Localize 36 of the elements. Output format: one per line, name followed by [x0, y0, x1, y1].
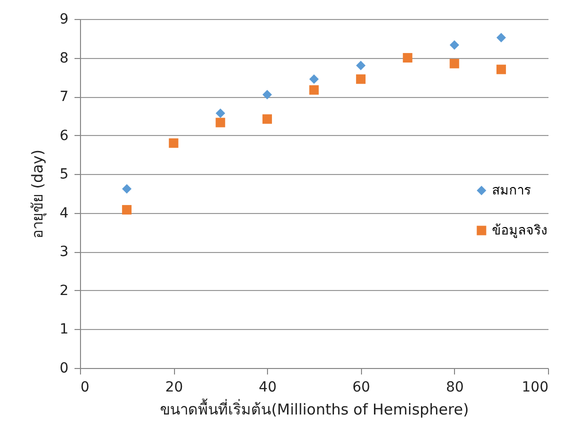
point — [496, 32, 506, 42]
y-tick-label: 4 — [60, 205, 69, 222]
point — [450, 40, 460, 50]
x-tick-label: 0 — [80, 380, 90, 396]
y-axis-title: อายุขัย (day) — [28, 149, 48, 239]
point — [450, 58, 460, 68]
legend-label: ข้อมูลจริง — [492, 224, 547, 238]
y-tick-label: 5 — [60, 166, 68, 183]
point — [309, 85, 319, 95]
point — [216, 108, 226, 118]
x-axis-title: ขนาดพื้นที่เริ่มต้น(Millionths of Hemisphere) — [160, 398, 469, 418]
y-tick-label: 3 — [60, 244, 68, 260]
point — [402, 53, 412, 63]
y-tick-label: 8 — [60, 50, 68, 66]
x-tick-label: 20 — [165, 380, 184, 396]
point — [496, 64, 506, 74]
point — [356, 60, 366, 70]
point — [262, 114, 272, 124]
point — [309, 74, 319, 84]
y-tick-label: 2 — [60, 282, 68, 299]
x-tick-label: 80 — [446, 380, 464, 396]
y-tick-label: 6 — [60, 128, 69, 144]
y-tick-label: 7 — [60, 89, 68, 106]
point — [356, 74, 366, 84]
y-tick-label: 0 — [60, 360, 68, 376]
y-tick-label: 9 — [60, 12, 68, 28]
point — [122, 205, 132, 215]
x-tick-label: 40 — [258, 380, 277, 396]
point — [262, 90, 272, 100]
point — [216, 118, 226, 128]
y-tick-label: 1 — [60, 322, 68, 338]
point — [168, 138, 178, 148]
x-tick-label: 100 — [522, 380, 548, 396]
point — [122, 184, 132, 194]
legend-label: สมการ — [492, 184, 531, 198]
x-tick-label: 60 — [352, 380, 370, 396]
